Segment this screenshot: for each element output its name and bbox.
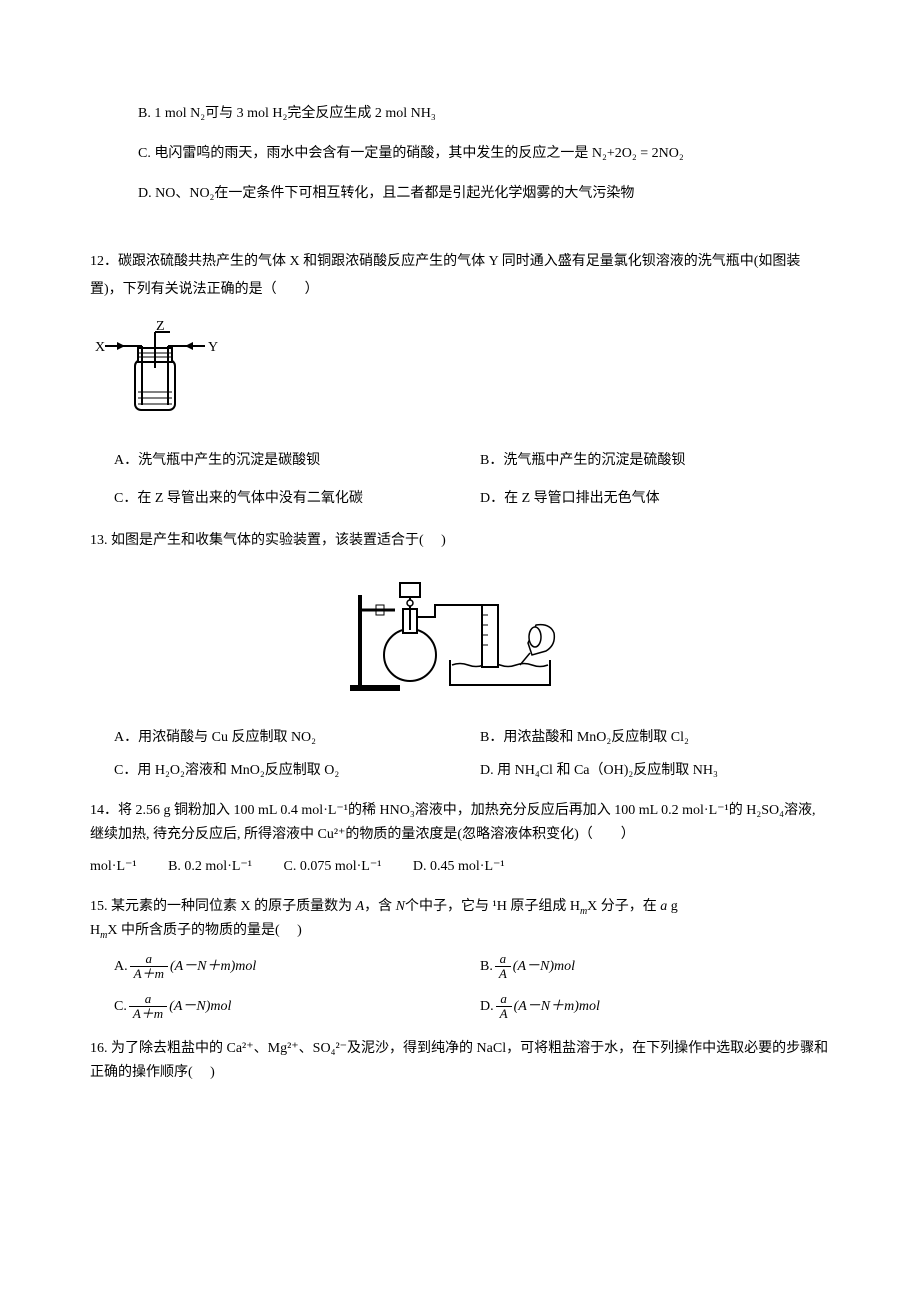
frac-c-den: A＋m [129,1006,167,1021]
q13-opt-c: C．用 H₂O₂溶液和 MnO₂反应制取 O₂ [90,759,480,783]
q15-pre: 15. 某元素的一种同位素 X 的原子质量数为 [90,899,352,914]
q15-opt-d: D. aA (A－N＋m)mol [480,992,830,1022]
q12-figure: X Y Z [90,320,830,431]
q13-text: 13. 如图是产生和收集气体的实验装置，该装置适合于( ) [90,529,830,553]
q13-opt-d: D. 用 NH₄Cl 和 Ca（OH)₂反应制取 NH₃ [480,759,830,783]
label-y: Y [208,340,218,355]
frac-c-num: a [129,992,167,1006]
var-a: a [660,899,667,914]
q15-row1: A. aA＋m (A－N＋m)mol B. aA (A－N)mol [90,952,830,982]
q12-row1: A．洗气瓶中产生的沉淀是碳酸钡 B．洗气瓶中产生的沉淀是硫酸钡 [90,447,830,475]
opt-d-suffix: (A－N＋m)mol [514,995,600,1019]
opt-c: C. 电闪雷鸣的雨天，雨水中会含有一定量的硝酸，其中发生的反应之一是 N₂+2O… [90,140,830,168]
q13-opt-b: B．用浓盐酸和 MnO₂反应制取 Cl₂ [480,726,830,750]
q12-opt-b: B．洗气瓶中产生的沉淀是硫酸钡 [480,447,830,475]
q15-post: X 中所含质子的物质的量是( ) [107,923,301,938]
label-b: B. [480,955,493,979]
question-14: 14．将 2.56 g 铜粉加入 100 mL 0.4 mol·L⁻¹的稀 HN… [90,799,830,878]
frac-b-num: a [495,952,511,966]
gas-apparatus-svg [340,565,580,705]
question-16: 16. 为了除去粗盐中的 Ca²⁺、Mg²⁺、SO₄²⁻及泥沙，得到纯净的 Na… [90,1037,830,1085]
q12-text: 12．碳跟浓硫酸共热产生的气体 X 和铜跟浓硝酸反应产生的气体 Y 同时通入盛有… [90,248,830,304]
frac-a-num: a [130,952,168,966]
label-a: A. [114,955,128,979]
wash-bottle-svg: X Y Z [90,320,220,420]
frac-a-den: A＋m [130,966,168,981]
q15-opt-a: A. aA＋m (A－N＋m)mol [90,952,480,982]
q13-row1: A．用浓硝酸与 Cu 反应制取 NO₂ B．用浓盐酸和 MnO₂反应制取 Cl₂ [90,726,830,750]
q13-row2: C．用 H₂O₂溶液和 MnO₂反应制取 O₂ D. 用 NH₄Cl 和 Ca（… [90,759,830,783]
q12-opt-c: C．在 Z 导管出来的气体中没有二氧化碳 [90,485,480,513]
var-A: A [356,899,365,914]
q15-opt-c: C. aA＋m (A－N)mol [90,992,480,1022]
q15-m2: 个中子，它与 ¹H 原子组成 H [405,899,580,914]
HmX: H [90,923,100,938]
q15-opt-b: B. aA (A－N)mol [480,952,830,982]
opt-b-suffix: (A－N)mol [513,955,575,979]
q13-figure [90,565,830,714]
q12-opt-d: D．在 Z 导管口排出无色气体 [480,485,830,513]
frac-d-num: a [496,992,512,1006]
question-13: 13. 如图是产生和收集气体的实验装置，该装置适合于( ) [90,529,830,783]
label-c: C. [114,995,127,1019]
spacer [90,220,830,248]
q16-text: 16. 为了除去粗盐中的 Ca²⁺、Mg²⁺、SO₄²⁻及泥沙，得到纯净的 Na… [90,1037,830,1085]
label-x: X [95,340,105,355]
frac-d-den: A [496,1006,512,1021]
q15-m3: X 分子，在 [587,899,657,914]
opt-a-suffix: (A－N＋m)mol [170,955,256,979]
frac-b-den: A [495,966,511,981]
q15-row2: C. aA＋m (A－N)mol D. aA (A－N＋m)mol [90,992,830,1022]
label-z: Z [156,320,165,334]
q14-options: mol·L⁻¹ B. 0.2 mol·L⁻¹ C. 0.075 mol·L⁻¹ … [90,855,830,879]
q12-opt-a: A．洗气瓶中产生的沉淀是碳酸钡 [90,447,480,475]
q12-row2: C．在 Z 导管出来的气体中没有二氧化碳 D．在 Z 导管口排出无色气体 [90,485,830,513]
q15-unit: g [671,899,678,914]
opt-d: D. NO、NO₂在一定条件下可相互转化，且二者都是引起光化学烟雾的大气污染物 [90,180,830,208]
question-15: 15. 某元素的一种同位素 X 的原子质量数为 A，含 N个中子，它与 ¹H 原… [90,895,830,1022]
label-d: D. [480,995,494,1019]
opt-b: B. 1 mol N₂可与 3 mol H₂完全反应生成 2 mol NH₃ [90,100,830,128]
q14-text: 14．将 2.56 g 铜粉加入 100 mL 0.4 mol·L⁻¹的稀 HN… [90,799,830,847]
q15-m1: ，含 [364,899,392,914]
q13-opt-a: A．用浓硝酸与 Cu 反应制取 NO₂ [90,726,480,750]
opt-c-suffix: (A－N)mol [169,995,231,1019]
question-12: 12．碳跟浓硫酸共热产生的气体 X 和铜跟浓硝酸反应产生的气体 Y 同时通入盛有… [90,248,830,513]
q-partial-options: B. 1 mol N₂可与 3 mol H₂完全反应生成 2 mol NH₃ C… [90,100,830,208]
q15-text: 15. 某元素的一种同位素 X 的原子质量数为 A，含 N个中子，它与 ¹H 原… [90,895,830,945]
var-N: N [396,899,405,914]
